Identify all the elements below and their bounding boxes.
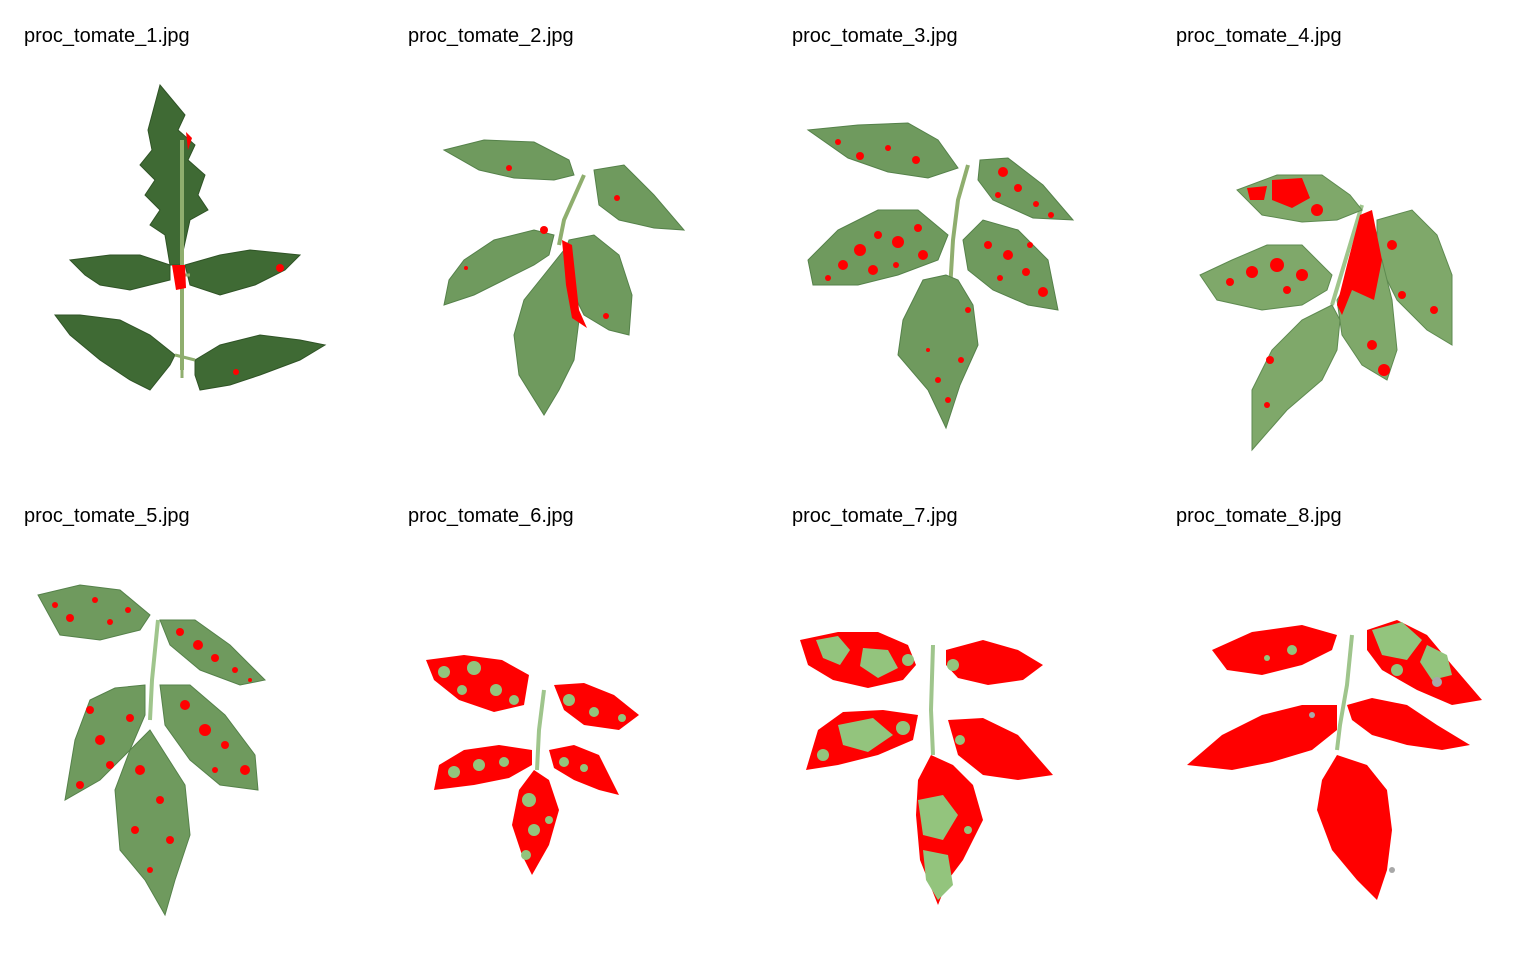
leaf-image	[384, 60, 768, 470]
panel-6: proc_tomate_6.jpg	[384, 480, 768, 960]
panel-caption: proc_tomate_3.jpg	[792, 25, 958, 47]
panel-3: proc_tomate_3.jpg	[768, 0, 1152, 480]
panel-5: proc_tomate_5.jpg	[0, 480, 384, 960]
panel-8: proc_tomate_8.jpg	[1152, 480, 1536, 960]
panel-4: proc_tomate_4.jpg	[1152, 0, 1536, 480]
leaf-image	[1152, 540, 1536, 950]
panel-caption: proc_tomate_2.jpg	[408, 25, 574, 47]
panel-caption: proc_tomate_7.jpg	[792, 505, 958, 527]
leaf-image	[0, 60, 384, 470]
panel-caption: proc_tomate_1.jpg	[24, 25, 190, 47]
leaf-image	[768, 60, 1152, 470]
leaf-image	[768, 540, 1152, 950]
panel-1: proc_tomate_1.jpg	[0, 0, 384, 480]
panel-7: proc_tomate_7.jpg	[768, 480, 1152, 960]
panel-caption: proc_tomate_8.jpg	[1176, 505, 1342, 527]
panel-caption: proc_tomate_4.jpg	[1176, 25, 1342, 47]
leaf-image	[0, 540, 384, 950]
panel-2: proc_tomate_2.jpg	[384, 0, 768, 480]
panel-caption: proc_tomate_6.jpg	[408, 505, 574, 527]
panel-caption: proc_tomate_5.jpg	[24, 505, 190, 527]
leaf-image	[384, 540, 768, 950]
leaf-image	[1152, 60, 1536, 470]
